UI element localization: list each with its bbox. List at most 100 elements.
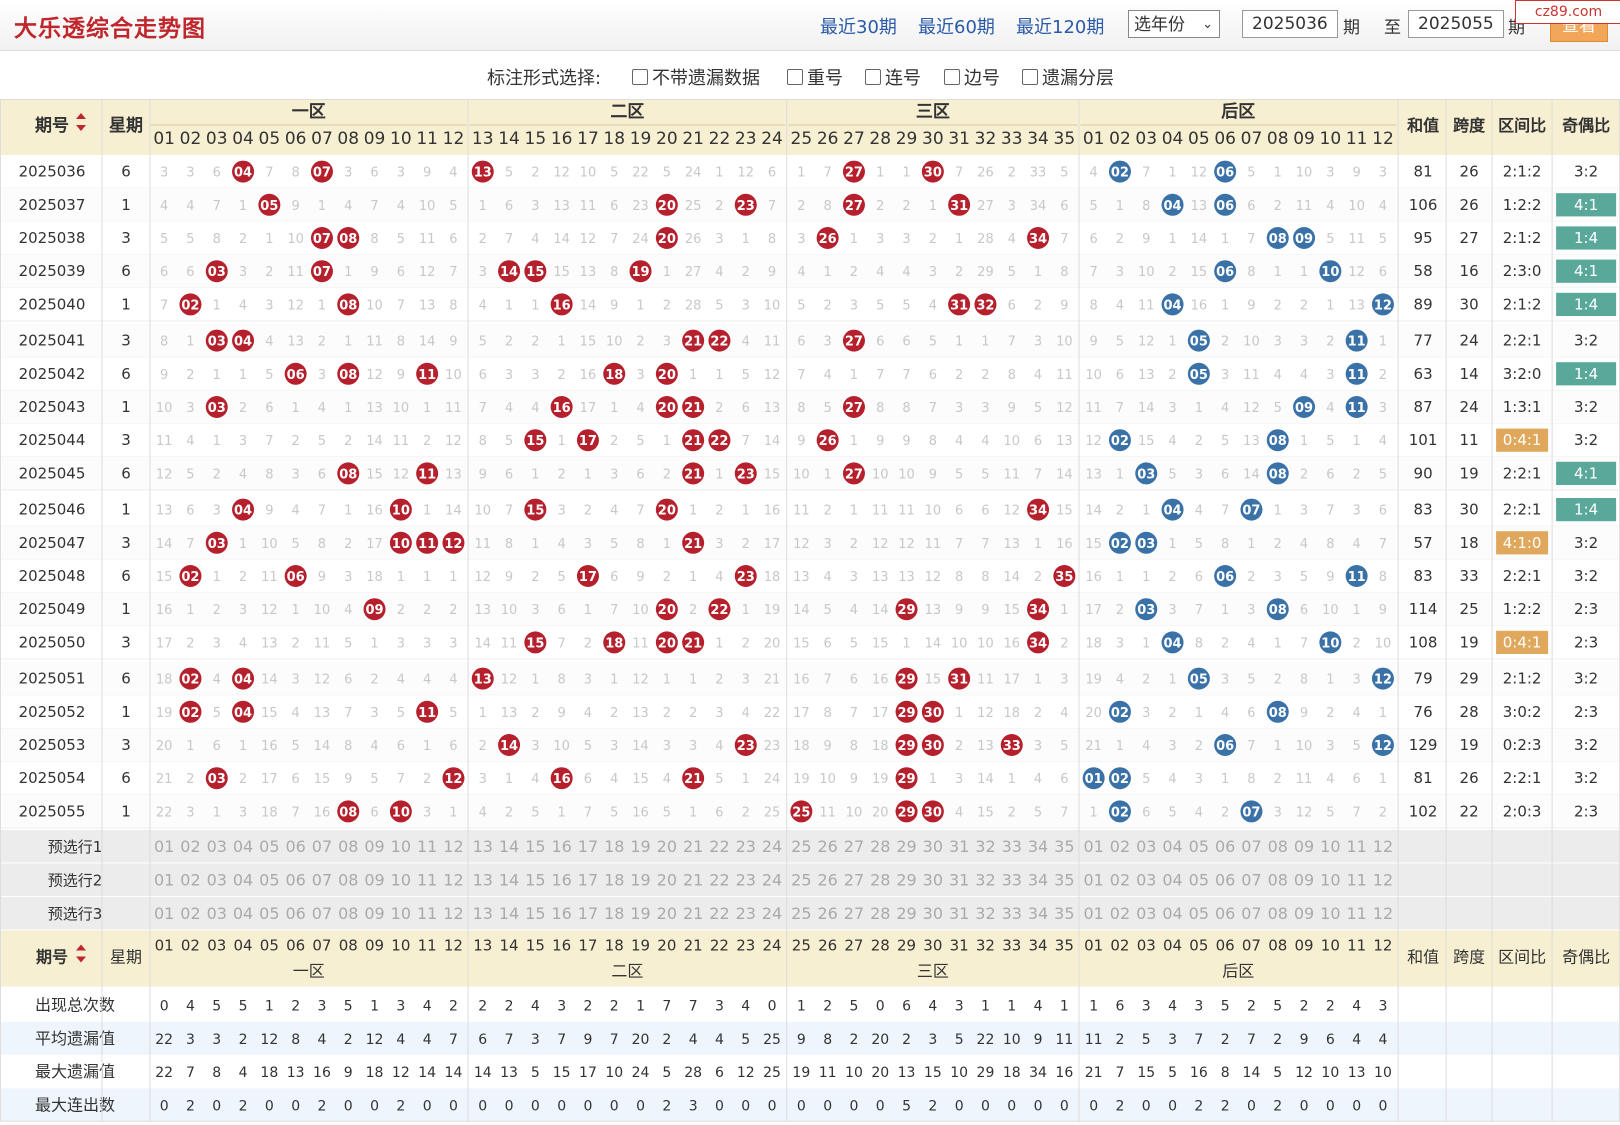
select-number[interactable]: 11: [417, 904, 437, 923]
select-number[interactable]: 12: [1373, 837, 1393, 856]
select-number[interactable]: 03: [1136, 837, 1156, 856]
select-number[interactable]: 12: [443, 871, 463, 890]
select-number[interactable]: 06: [1215, 837, 1235, 856]
select-number[interactable]: 30: [923, 837, 943, 856]
select-number[interactable]: 11: [1346, 904, 1366, 923]
checkbox[interactable]: [944, 69, 960, 85]
select-number[interactable]: 22: [709, 904, 729, 923]
select-number[interactable]: 18: [604, 871, 624, 890]
select-number[interactable]: 15: [525, 837, 545, 856]
select-number[interactable]: 35: [1054, 904, 1074, 923]
checkbox[interactable]: [1022, 69, 1038, 85]
select-number[interactable]: 17: [578, 871, 598, 890]
select-number[interactable]: 10: [391, 837, 411, 856]
select-number[interactable]: 05: [259, 904, 279, 923]
option-no-miss-data[interactable]: 不带遗漏数据: [632, 64, 760, 90]
select-number[interactable]: 32: [975, 904, 995, 923]
period-from-input[interactable]: 2025036: [1242, 10, 1338, 38]
select-number[interactable]: 14: [499, 837, 519, 856]
select-number[interactable]: 05: [1189, 871, 1209, 890]
select-number[interactable]: 16: [551, 871, 571, 890]
select-number[interactable]: 02: [1110, 871, 1130, 890]
select-number[interactable]: 34: [1028, 904, 1048, 923]
select-number[interactable]: 01: [1083, 904, 1103, 923]
select-number[interactable]: 22: [709, 837, 729, 856]
select-number[interactable]: 04: [233, 837, 253, 856]
select-number[interactable]: 33: [1002, 871, 1022, 890]
select-number[interactable]: 12: [443, 837, 463, 856]
checkbox[interactable]: [632, 69, 648, 85]
select-number[interactable]: 21: [683, 837, 703, 856]
select-number[interactable]: 29: [896, 837, 916, 856]
select-number[interactable]: 06: [1215, 871, 1235, 890]
select-number[interactable]: 24: [762, 837, 782, 856]
select-number[interactable]: 16: [551, 904, 571, 923]
select-number[interactable]: 12: [1373, 904, 1393, 923]
select-number[interactable]: 11: [417, 837, 437, 856]
select-number[interactable]: 30: [923, 904, 943, 923]
select-number[interactable]: 03: [207, 871, 227, 890]
select-number[interactable]: 30: [923, 871, 943, 890]
select-number[interactable]: 10: [1320, 904, 1340, 923]
select-number[interactable]: 06: [1215, 904, 1235, 923]
select-number[interactable]: 02: [1110, 904, 1130, 923]
select-number[interactable]: 05: [259, 871, 279, 890]
select-number[interactable]: 25: [791, 837, 811, 856]
select-number[interactable]: 28: [870, 904, 890, 923]
select-number[interactable]: 23: [736, 837, 756, 856]
select-number[interactable]: 13: [473, 871, 493, 890]
select-number[interactable]: 05: [1189, 837, 1209, 856]
recent-120-link[interactable]: 最近120期: [1016, 17, 1105, 38]
select-number[interactable]: 34: [1028, 871, 1048, 890]
select-number[interactable]: 04: [1162, 871, 1182, 890]
option-repeat-number[interactable]: 重号: [787, 64, 843, 90]
select-number[interactable]: 07: [1241, 871, 1261, 890]
option-miss-layer[interactable]: 遗漏分层: [1022, 64, 1114, 90]
select-number[interactable]: 10: [1320, 837, 1340, 856]
select-number[interactable]: 28: [870, 871, 890, 890]
select-number[interactable]: 26: [817, 837, 837, 856]
select-number[interactable]: 03: [1136, 871, 1156, 890]
select-number[interactable]: 18: [604, 904, 624, 923]
select-number[interactable]: 07: [312, 837, 332, 856]
select-number[interactable]: 28: [870, 837, 890, 856]
select-number[interactable]: 01: [1083, 837, 1103, 856]
select-number[interactable]: 27: [844, 904, 864, 923]
select-number[interactable]: 08: [1268, 837, 1288, 856]
select-number[interactable]: 08: [338, 904, 358, 923]
select-number[interactable]: 08: [1268, 871, 1288, 890]
select-number[interactable]: 32: [975, 837, 995, 856]
select-number[interactable]: 31: [949, 837, 969, 856]
select-number[interactable]: 17: [578, 904, 598, 923]
select-number[interactable]: 25: [791, 904, 811, 923]
select-number[interactable]: 13: [473, 837, 493, 856]
select-number[interactable]: 27: [844, 871, 864, 890]
select-number[interactable]: 14: [499, 904, 519, 923]
select-number[interactable]: 23: [736, 904, 756, 923]
select-number[interactable]: 26: [817, 871, 837, 890]
select-number[interactable]: 24: [762, 904, 782, 923]
select-number[interactable]: 11: [417, 871, 437, 890]
select-number[interactable]: 03: [207, 904, 227, 923]
select-number[interactable]: 06: [285, 904, 305, 923]
option-edge-number[interactable]: 边号: [944, 64, 1000, 90]
select-number[interactable]: 01: [154, 837, 174, 856]
select-number[interactable]: 35: [1054, 871, 1074, 890]
select-number[interactable]: 29: [896, 871, 916, 890]
select-number[interactable]: 01: [154, 904, 174, 923]
select-number[interactable]: 20: [657, 904, 677, 923]
select-number[interactable]: 07: [312, 904, 332, 923]
select-number[interactable]: 11: [1346, 871, 1366, 890]
select-number[interactable]: 20: [657, 837, 677, 856]
select-number[interactable]: 05: [259, 837, 279, 856]
select-number[interactable]: 11: [1346, 837, 1366, 856]
checkbox[interactable]: [865, 69, 881, 85]
select-number[interactable]: 07: [1241, 837, 1261, 856]
select-number[interactable]: 31: [949, 871, 969, 890]
select-number[interactable]: 01: [1083, 871, 1103, 890]
select-number[interactable]: 20: [657, 871, 677, 890]
select-number[interactable]: 26: [817, 904, 837, 923]
select-number[interactable]: 10: [1320, 871, 1340, 890]
select-number[interactable]: 04: [233, 871, 253, 890]
recent-60-link[interactable]: 最近60期: [918, 17, 995, 38]
